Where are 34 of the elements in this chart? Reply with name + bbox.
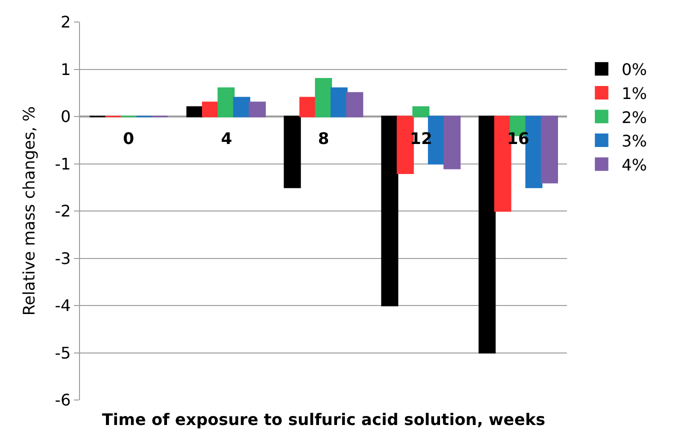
legend-label: 3% [622, 132, 647, 151]
legend-label: 4% [622, 155, 647, 174]
y-tick-label: -6 [54, 390, 71, 410]
legend-label: 0% [622, 60, 647, 80]
bar [412, 106, 430, 118]
legend-label: 1% [622, 84, 647, 103]
legend-label: 2% [622, 108, 647, 127]
bar [248, 102, 266, 118]
x-tick-label: 4 [221, 129, 232, 148]
x-axis-title: Time of exposure to sulfuric acid solution, weeks [102, 410, 546, 429]
y-tick-label: -2 [54, 202, 71, 221]
bar [233, 96, 250, 118]
bar [346, 92, 364, 118]
x-tick-label: 8 [318, 129, 330, 148]
bar [314, 78, 332, 118]
bar [202, 102, 220, 118]
y-axis-title: Relative mass changes, % [20, 106, 39, 316]
bar [381, 116, 398, 306]
bar [299, 96, 316, 118]
y-tick-label: -1 [54, 154, 71, 174]
y-tick-label: 2 [60, 12, 71, 32]
bar [186, 106, 204, 118]
bar [330, 87, 348, 118]
bar [478, 116, 496, 354]
y-tick-label: -5 [54, 343, 71, 362]
x-tick-label: 0 [123, 129, 134, 148]
bar [218, 87, 235, 118]
y-tick-label: 0 [60, 107, 71, 126]
bar [284, 116, 301, 188]
bar [540, 116, 558, 184]
y-tick-label: 1 [60, 60, 71, 79]
y-tick-label: -4 [54, 296, 71, 316]
bar [444, 116, 461, 170]
y-tick-label: -3 [54, 248, 71, 268]
